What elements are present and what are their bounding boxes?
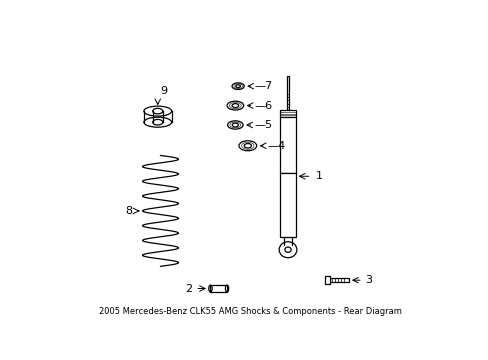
- Text: 1: 1: [315, 171, 322, 181]
- Text: 3: 3: [365, 275, 372, 285]
- Text: —6: —6: [254, 100, 272, 111]
- Text: 8: 8: [125, 206, 133, 216]
- Text: 2: 2: [185, 284, 192, 293]
- Bar: [329, 278, 348, 282]
- Bar: [210, 285, 226, 292]
- Text: —7: —7: [254, 81, 272, 91]
- Bar: [286, 76, 289, 110]
- Bar: [280, 110, 295, 117]
- Bar: [324, 276, 329, 284]
- Bar: [280, 174, 295, 237]
- Bar: [280, 117, 295, 174]
- Text: —4: —4: [267, 141, 285, 151]
- Text: —5: —5: [254, 120, 272, 130]
- Text: 9: 9: [160, 86, 167, 96]
- Text: 2005 Mercedes-Benz CLK55 AMG Shocks & Components - Rear Diagram: 2005 Mercedes-Benz CLK55 AMG Shocks & Co…: [99, 307, 401, 316]
